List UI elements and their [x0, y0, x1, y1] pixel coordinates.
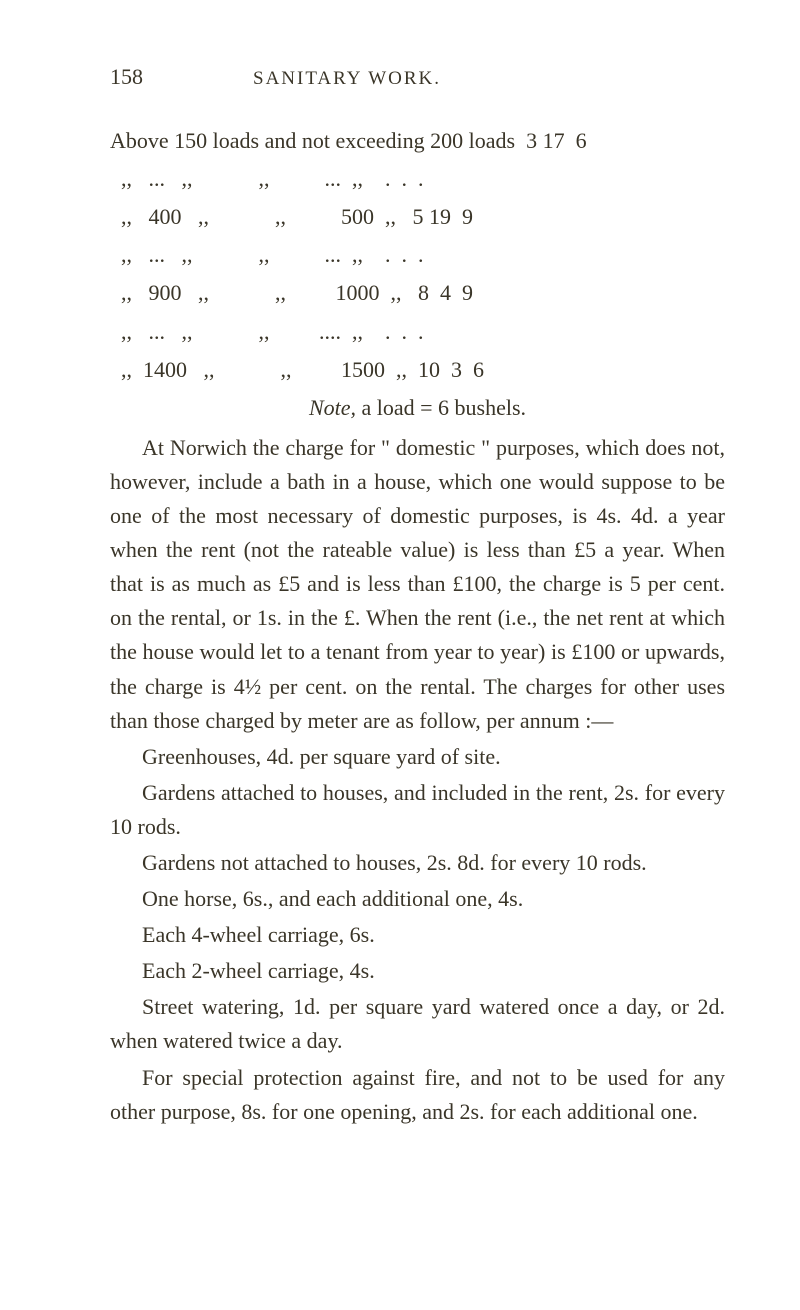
list-item: Gardens not attached to houses, 2s. 8d. …: [110, 846, 725, 880]
list-item: Gardens attached to houses, and included…: [110, 776, 725, 844]
page-title: SANITARY WORK.: [253, 64, 441, 93]
paragraph-main: At Norwich the charge for " domestic " p…: [110, 431, 725, 738]
page-header: 158 SANITARY WORK.: [110, 60, 725, 94]
list-item: Each 4-wheel carriage, 6s.: [110, 918, 725, 952]
table-row: ,, ... ,, ,, ... ,, . . .: [110, 162, 725, 196]
table-row: ,, 1400 ,, ,, 1500 ,, 10 3 6: [110, 353, 725, 387]
table-row: Above 150 loads and not exceeding 200 lo…: [110, 124, 725, 158]
list-item: One horse, 6s., and each additional one,…: [110, 882, 725, 916]
table-row: ,, 400 ,, ,, 500 ,, 5 19 9: [110, 200, 725, 234]
list-item: Greenhouses, 4d. per square yard of site…: [110, 740, 725, 774]
list-item: Each 2-wheel carriage, 4s.: [110, 954, 725, 988]
note-prefix: Note,: [309, 395, 356, 420]
table-row: ,, ... ,, ,, .... ,, . . .: [110, 315, 725, 349]
price-table: Above 150 loads and not exceeding 200 lo…: [110, 124, 725, 387]
list-item: Street watering, 1d. per square yard wat…: [110, 990, 725, 1058]
table-row: ,, ... ,, ,, ... ,, . . .: [110, 238, 725, 272]
page-number: 158: [110, 60, 143, 94]
table-row: ,, 900 ,, ,, 1000 ,, 8 4 9: [110, 276, 725, 310]
note-rest: a load = 6 bushels.: [356, 395, 526, 420]
list-item: For special protection against fire, and…: [110, 1061, 725, 1129]
note-line: Note, a load = 6 bushels.: [110, 391, 725, 425]
